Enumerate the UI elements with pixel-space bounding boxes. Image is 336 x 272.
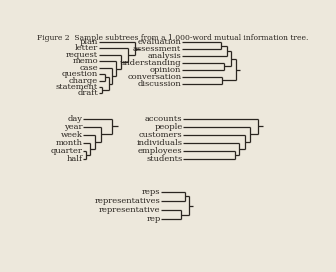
Text: rep: rep bbox=[146, 215, 161, 224]
Text: students: students bbox=[146, 155, 183, 163]
Text: reps: reps bbox=[142, 188, 161, 196]
Text: plan: plan bbox=[80, 38, 98, 46]
Text: representatives: representatives bbox=[95, 197, 161, 205]
Text: analysis: analysis bbox=[148, 52, 181, 60]
Text: Figure 2  Sample subtrees from a 1,000-word mutual information tree.: Figure 2 Sample subtrees from a 1,000-wo… bbox=[37, 34, 308, 42]
Text: half: half bbox=[66, 155, 82, 163]
Text: draft: draft bbox=[77, 89, 98, 97]
Text: evaluation: evaluation bbox=[137, 38, 181, 46]
Text: people: people bbox=[154, 123, 183, 131]
Text: day: day bbox=[67, 115, 82, 122]
Text: understanding: understanding bbox=[120, 59, 181, 67]
Text: representative: representative bbox=[99, 206, 161, 214]
Text: quarter: quarter bbox=[50, 147, 82, 155]
Text: employees: employees bbox=[138, 147, 183, 155]
Text: letter: letter bbox=[75, 45, 98, 52]
Text: customers: customers bbox=[139, 131, 183, 139]
Text: discussion: discussion bbox=[137, 80, 181, 88]
Text: conversation: conversation bbox=[127, 73, 181, 81]
Text: accounts: accounts bbox=[145, 115, 183, 122]
Text: statement: statement bbox=[56, 83, 98, 91]
Text: year: year bbox=[64, 123, 82, 131]
Text: memo: memo bbox=[72, 57, 98, 65]
Text: charge: charge bbox=[69, 76, 98, 85]
Text: individuals: individuals bbox=[137, 139, 183, 147]
Text: assessment: assessment bbox=[133, 45, 181, 53]
Text: question: question bbox=[62, 70, 98, 78]
Text: week: week bbox=[60, 131, 82, 139]
Text: month: month bbox=[55, 139, 82, 147]
Text: case: case bbox=[79, 64, 98, 72]
Text: request: request bbox=[66, 51, 98, 59]
Text: opinion: opinion bbox=[150, 66, 181, 74]
